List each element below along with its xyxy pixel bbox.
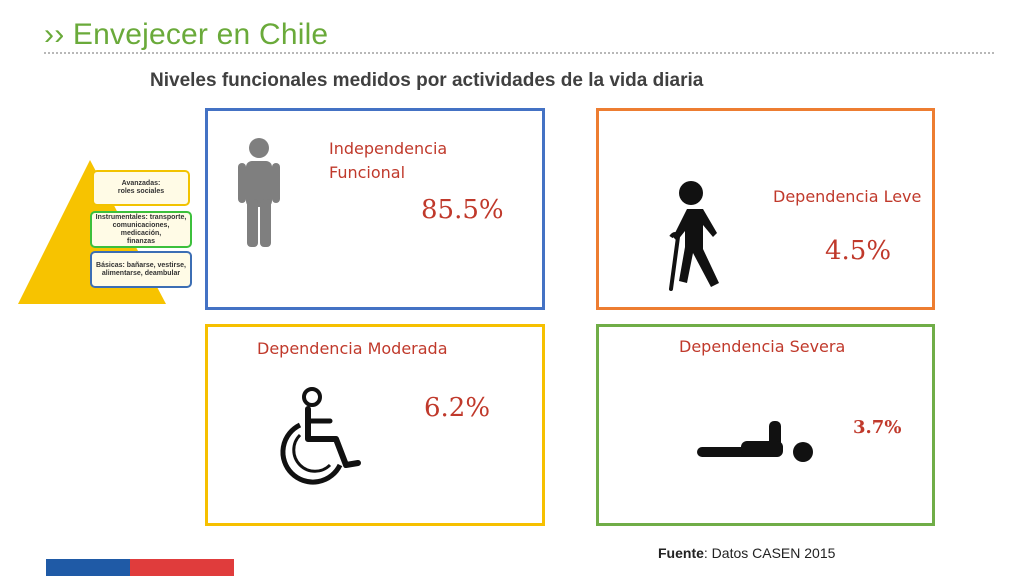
card-dependencia-moderada: Dependencia Moderada 6.2% <box>205 324 545 526</box>
pyramid-level-text: roles sociales <box>117 188 165 195</box>
page-subtitle: Niveles funcionales medidos por activida… <box>150 70 704 91</box>
source-text: : Datos CASEN 2015 <box>703 545 836 561</box>
source-citation: Fuente: Datos CASEN 2015 <box>658 545 835 561</box>
pyramid-level-text: alimentarse, deambular <box>101 269 181 277</box>
person-with-cane-icon <box>669 181 719 291</box>
card-value: 6.2% <box>424 393 491 423</box>
lying-person-icon <box>697 421 813 462</box>
wheelchair-icon <box>280 387 361 485</box>
pyramid-level-basic: Básicas: bañarse, vestirse, alimentarse,… <box>90 251 192 288</box>
card-value: 85.5% <box>421 195 504 225</box>
title-divider <box>44 52 994 54</box>
pyramid-level-text: comunicaciones, medicación, <box>112 221 170 237</box>
card-label: Dependencia Leve <box>773 187 922 206</box>
pyramid-level-advanced: Avanzadas: roles sociales <box>92 170 190 206</box>
source-label: Fuente <box>658 545 704 561</box>
standing-person-icon <box>238 138 280 247</box>
card-value: 4.5% <box>825 236 892 266</box>
card-label: Independencia Funcional <box>329 137 447 185</box>
brand-bar-red <box>130 559 234 576</box>
card-label: Dependencia Severa <box>679 337 846 356</box>
pyramid-level-text: Instrumentales: transporte, <box>95 213 187 221</box>
card-value: 3.7% <box>853 417 902 438</box>
card-dependencia-leve: Dependencia Leve 4.5% <box>596 108 935 310</box>
pyramid-level-instrumental: Instrumentales: transporte, comunicacion… <box>90 211 192 248</box>
pyramid-level-text: Avanzadas: <box>121 180 161 187</box>
pyramid-level-text: Básicas: bañarse, vestirse, <box>96 261 186 269</box>
card-label: Dependencia Moderada <box>257 339 448 358</box>
card-dependencia-severa: Dependencia Severa 3.7% <box>596 324 935 526</box>
brand-bar-blue <box>46 559 130 576</box>
card-independencia-funcional: Independencia Funcional 85.5% <box>205 108 545 310</box>
card-label-line: Independencia <box>329 139 448 158</box>
page-title: ›› Envejecer en Chile <box>44 18 329 51</box>
card-label-line: Funcional <box>329 163 406 182</box>
activities-pyramid: Avanzadas: roles sociales Instrumentales… <box>18 160 196 306</box>
pyramid-level-text: finanzas <box>126 237 155 245</box>
